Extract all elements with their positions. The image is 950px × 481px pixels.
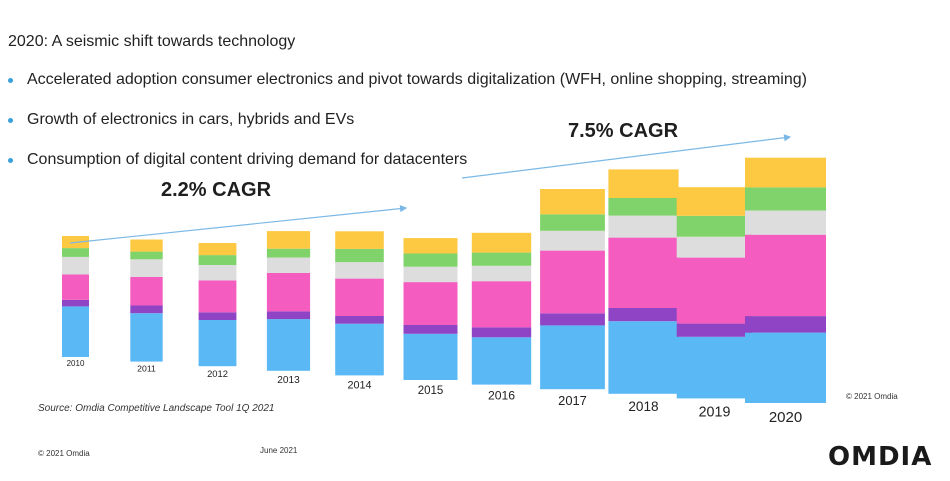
bar-2020-segment-3 — [745, 234, 826, 317]
bullet-item: Growth of electronics in cars, hybrids a… — [8, 110, 807, 130]
bar-2013-segment-2 — [266, 311, 311, 320]
bar-2018-segment-4 — [608, 215, 679, 238]
bar-2018-segment-6 — [608, 169, 679, 198]
cagr-label-2010-2016: 2.2% CAGR — [161, 179, 272, 201]
bar-2012-segment-4 — [198, 265, 237, 281]
bar-2016-segment-3 — [471, 281, 532, 328]
bar-2016-segment-4 — [471, 265, 532, 282]
bar-2016-segment-5 — [471, 252, 532, 266]
bar-2016-segment-1 — [471, 337, 532, 385]
bar-2017-segment-6 — [540, 189, 605, 215]
bar-2011-segment-5 — [130, 251, 163, 260]
bar-2019-segment-4 — [676, 236, 753, 258]
bar-2013-segment-6 — [266, 231, 311, 249]
bar-2013-segment-4 — [266, 257, 311, 273]
bar-2019-segment-6 — [676, 187, 753, 216]
bar-2016-segment-6 — [471, 232, 532, 253]
bar-2020-segment-4 — [745, 210, 826, 235]
x-tick-label: 2019 — [699, 404, 731, 420]
bullet-dot-icon — [8, 78, 13, 83]
bullet-item: Accelerated adoption consumer electronic… — [8, 70, 807, 90]
bar-2020-segment-1 — [745, 332, 826, 403]
bar-2013-segment-5 — [266, 248, 311, 258]
bar-2015-segment-5 — [403, 253, 458, 267]
bar-2010-segment-4 — [62, 256, 89, 275]
x-tick-label: 2018 — [628, 399, 658, 414]
bar-2011-segment-2 — [130, 305, 163, 314]
x-tick-label: 2015 — [418, 385, 444, 397]
bar-2019-segment-5 — [676, 215, 753, 237]
bar-2012-segment-6 — [198, 243, 237, 256]
chart-copyright: © 2021 Omdia — [846, 392, 898, 401]
bar-2015-segment-1 — [403, 333, 458, 380]
bullet-text: Consumption of digital content driving d… — [27, 151, 468, 168]
bar-2011-segment-4 — [130, 259, 163, 277]
bar-2015-segment-2 — [403, 325, 458, 334]
bullet-text: Growth of electronics in cars, hybrids a… — [27, 111, 355, 128]
bar-2012-segment-2 — [198, 312, 237, 320]
bar-2017-segment-4 — [540, 230, 605, 251]
bar-2020-segment-5 — [745, 187, 826, 211]
x-tick-label: 2016 — [488, 389, 515, 403]
bar-2018-segment-3 — [608, 237, 679, 308]
bar-2012-segment-1 — [198, 320, 237, 367]
bullet-item: Consumption of digital content driving d… — [8, 150, 807, 170]
bullet-dot-icon — [8, 158, 13, 163]
footer-date: June 2021 — [260, 446, 298, 455]
bar-2011-segment-3 — [130, 276, 163, 306]
bar-2018-segment-2 — [608, 308, 679, 322]
bar-2012-segment-5 — [198, 255, 237, 265]
bar-2014-segment-4 — [335, 262, 384, 279]
bar-2010-segment-1 — [62, 306, 89, 357]
bar-2015-segment-4 — [403, 266, 458, 283]
x-tick-label: 2013 — [277, 375, 300, 386]
bar-2017-segment-2 — [540, 313, 605, 326]
x-tick-label: 2020 — [769, 409, 802, 426]
bar-2014-segment-5 — [335, 248, 384, 263]
bullet-list: Accelerated adoption consumer electronic… — [8, 70, 807, 190]
cagr-label-2017-2020: 7.5% CAGR — [568, 120, 679, 142]
cagr-arrow-left — [69, 205, 408, 244]
bar-2019-segment-2 — [676, 323, 753, 337]
slide-title: 2020: A seismic shift towards technology — [8, 33, 296, 50]
x-tick-label: 2012 — [207, 368, 228, 379]
bullet-dot-icon — [8, 118, 13, 123]
bar-2019-segment-1 — [676, 336, 753, 399]
bar-2014-segment-1 — [335, 323, 384, 376]
bar-2016-segment-2 — [471, 327, 532, 338]
bar-2010-segment-3 — [62, 274, 89, 300]
x-tick-label: 2017 — [558, 393, 587, 408]
bar-2018-segment-5 — [608, 198, 679, 216]
bar-2010-segment-2 — [62, 299, 89, 307]
bar-2013-segment-1 — [266, 319, 311, 371]
bar-2017-segment-3 — [540, 250, 605, 314]
omdia-logo: OMDIA — [828, 442, 933, 472]
bar-2015-segment-6 — [403, 238, 458, 254]
bullet-text: Accelerated adoption consumer electronic… — [27, 71, 807, 88]
x-tick-label: 2010 — [67, 359, 85, 368]
bar-2018-segment-1 — [608, 321, 679, 394]
bar-2014-segment-2 — [335, 316, 384, 324]
x-tick-label: 2011 — [137, 364, 156, 374]
bar-2017-segment-5 — [540, 214, 605, 231]
bar-2015-segment-3 — [403, 282, 458, 325]
bar-2011-segment-1 — [130, 313, 163, 362]
bar-2020-segment-6 — [745, 157, 826, 188]
bar-2014-segment-3 — [335, 278, 384, 316]
x-tick-label: 2014 — [347, 379, 371, 391]
chart-source: Source: Omdia Competitive Landscape Tool… — [38, 403, 275, 414]
bar-2019-segment-3 — [676, 257, 753, 324]
footer-copyright: © 2021 Omdia — [38, 449, 90, 458]
bar-2012-segment-3 — [198, 280, 237, 313]
bar-2013-segment-3 — [266, 272, 311, 312]
bar-2010-segment-5 — [62, 248, 89, 257]
cagr-arrow-right — [461, 134, 792, 179]
bar-2020-segment-2 — [745, 316, 826, 333]
bar-2011-segment-6 — [130, 239, 163, 252]
bar-2014-segment-6 — [335, 231, 384, 249]
bar-2017-segment-1 — [540, 325, 605, 390]
